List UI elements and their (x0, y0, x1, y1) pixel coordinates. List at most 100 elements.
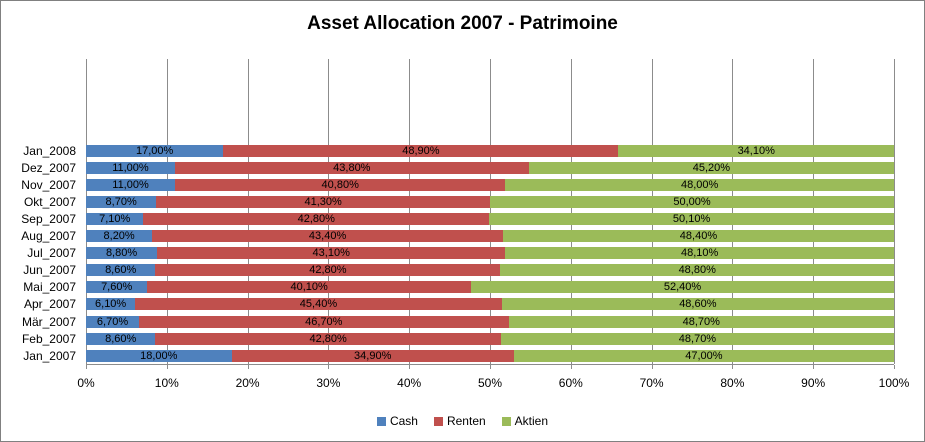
axis-tickmark (409, 365, 411, 369)
bar-segment-renten: 43,80% (174, 162, 529, 175)
gridline (894, 59, 895, 364)
data-label: 7,10% (99, 213, 131, 226)
bar-row: 8,70% 41,30% 50,00% (86, 196, 894, 209)
value-axis-tick-label: 10% (154, 376, 179, 390)
data-label: 43,80% (333, 162, 371, 175)
bar-segment-aktien: 50,00% (490, 196, 894, 209)
axis-tickmark (894, 365, 895, 369)
data-label: 34,90% (354, 349, 392, 362)
data-label: 43,10% (312, 247, 350, 260)
gridline (651, 59, 653, 364)
data-label: 45,40% (299, 298, 338, 311)
data-label: 8,60% (105, 264, 137, 277)
bar-segment-cash: 8,60% (86, 332, 156, 345)
bar-segment-aktien: 52,40% (471, 281, 894, 294)
axis-tickmark (490, 365, 491, 369)
bar-segment-renten: 46,70% (139, 315, 509, 328)
value-axis-tick-label: 60% (558, 376, 583, 390)
bar-row: 6,10% 45,40% 48,60% (86, 298, 894, 311)
data-label: 48,00% (681, 179, 719, 192)
gridline (409, 59, 411, 364)
bar-segment-cash: 7,60% (86, 281, 148, 294)
data-label: 48,80% (678, 264, 716, 277)
bar-segment-cash: 17,00% (86, 145, 224, 157)
category-label: Feb_2007 (21, 331, 76, 346)
data-label: 11,00% (112, 162, 149, 175)
bar-segment-renten: 43,10% (157, 247, 506, 260)
category-label: Mär_2007 (21, 314, 76, 329)
bar-segment-aktien: 48,80% (500, 264, 894, 277)
data-label: 48,90% (402, 145, 440, 157)
chart-title: Asset Allocation 2007 - Patrimoine (307, 13, 618, 34)
data-label: 46,70% (305, 315, 343, 328)
bar-row: 8,80% 43,10% 48,10% (86, 247, 894, 260)
category-label: Jan_2007 (23, 348, 76, 363)
bar-segment-cash: 6,70% (86, 315, 140, 328)
bar-segment-renten: 45,40% (135, 298, 502, 311)
legend-marker-icon (376, 416, 386, 426)
bar-segment-aktien: 47,00% (513, 349, 894, 362)
bar-segment-cash: 8,60% (86, 264, 156, 277)
axis-tickmark (813, 365, 815, 369)
bar-segment-renten: 48,90% (223, 145, 619, 157)
legend-item-renten: Renten (433, 414, 486, 428)
data-label: 6,10% (95, 298, 127, 311)
gridline (813, 59, 815, 364)
bar-segment-aktien: 48,10% (505, 247, 894, 260)
legend-label: Cash (389, 414, 418, 428)
data-label: 48,60% (679, 298, 717, 311)
data-label: 47,00% (685, 349, 723, 362)
data-label: 41,30% (304, 196, 342, 209)
data-label: 18,00% (140, 349, 178, 362)
bar-row: 17,00% 48,90% 34,10% (86, 145, 894, 157)
data-label: 42,80% (297, 213, 335, 226)
category-label: Mai_2007 (23, 280, 76, 295)
bar-row: 18,00% 34,90% 47,00% (86, 349, 894, 362)
data-label: 42,80% (309, 264, 347, 277)
data-label: 34,10% (737, 145, 775, 157)
bar-segment-cash: 6,10% (86, 298, 136, 311)
bar-segment-cash: 8,80% (86, 247, 158, 260)
data-label: 48,10% (681, 247, 719, 260)
bar-segment-aktien: 48,40% (502, 230, 894, 243)
data-label: 8,80% (105, 247, 138, 260)
category-label: Dez_2007 (21, 161, 76, 176)
axis-tickmark (570, 365, 572, 369)
bar-segment-renten: 34,90% (231, 349, 514, 362)
value-axis-tick-label: 30% (316, 376, 341, 390)
bar-segment-renten: 42,80% (143, 213, 490, 226)
plot-area: 17,00% 48,90% 34,10% 11,00% 43,80% 45,20% 11,0… (86, 59, 895, 369)
category-label: Sep_2007 (21, 212, 76, 227)
bar-row: 8,60% 42,80% 48,80% (86, 264, 894, 277)
bar-segment-renten: 40,10% (147, 281, 472, 294)
data-label: 48,70% (678, 332, 717, 345)
data-label: 17,00% (136, 145, 174, 157)
value-axis-tick-label: 40% (397, 376, 422, 390)
gridline (247, 59, 249, 364)
legend: Cash Renten Aktien (1, 413, 924, 429)
bar-segment-aktien: 48,70% (500, 332, 894, 345)
bar-row: 7,60% 40,10% 52,40% (86, 281, 894, 294)
bar-segment-renten: 40,80% (175, 179, 506, 192)
gridline (570, 59, 572, 364)
data-label: 52,40% (663, 281, 702, 294)
data-label: 42,80% (309, 332, 347, 345)
category-label: Jun_2007 (23, 263, 76, 278)
bar-row: 11,00% 43,80% 45,20% (86, 162, 894, 175)
data-label: 40,10% (290, 281, 328, 294)
data-label: 7,60% (101, 281, 133, 294)
legend-marker-icon (433, 416, 443, 426)
bar-segment-aktien: 48,00% (505, 179, 894, 192)
bar-segment-aktien: 48,70% (508, 315, 894, 328)
axis-tickmark (247, 365, 249, 369)
data-label: 11,00% (112, 179, 149, 192)
gridline (86, 59, 87, 364)
bar-segment-cash: 8,20% (86, 230, 153, 243)
gridline (732, 59, 734, 364)
data-label: 48,40% (679, 230, 718, 243)
value-axis-tick-label: 100% (878, 376, 910, 390)
legend-marker-icon (501, 416, 511, 426)
gridline (490, 59, 491, 364)
category-label: Jan_2008 (23, 144, 76, 158)
